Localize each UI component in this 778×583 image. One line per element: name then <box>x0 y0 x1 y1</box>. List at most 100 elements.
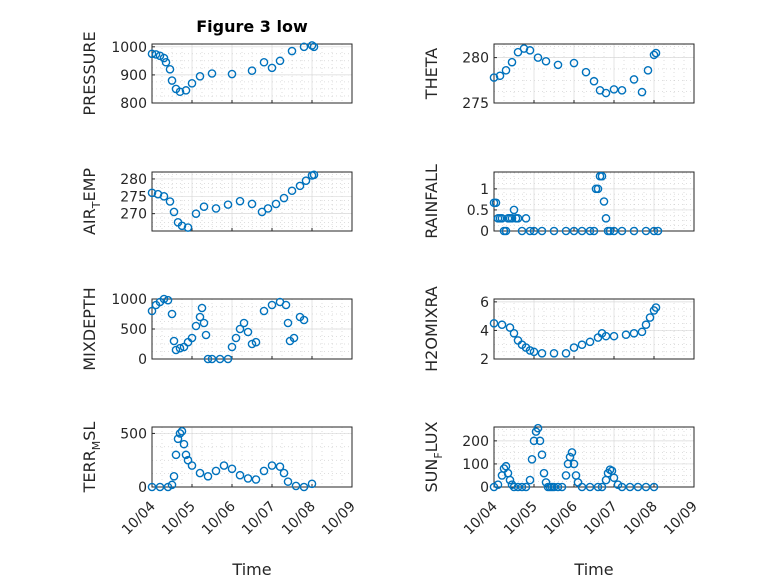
y-tick-label: 1000 <box>111 40 147 56</box>
data-point <box>651 303 661 312</box>
y-axis-label: TERRMSL <box>80 422 103 494</box>
x-tick-label: 10/05 <box>501 499 541 539</box>
data-point <box>513 482 523 492</box>
data-point <box>509 482 519 492</box>
data-point <box>223 354 233 364</box>
data-point <box>187 333 197 343</box>
y-axis-label: PRESSURE <box>80 31 99 115</box>
data-point <box>593 482 603 492</box>
data-point <box>175 429 185 438</box>
data-point <box>521 482 531 492</box>
y-axis-label: AIRTEMP <box>80 168 103 235</box>
data-point <box>609 226 619 236</box>
data-point <box>609 85 619 94</box>
data-point <box>175 343 185 353</box>
x-tick-label: 10/09 <box>661 499 701 539</box>
y-tick-label: 500 <box>120 322 147 338</box>
y-tick-label: 100 <box>462 457 489 473</box>
data-point <box>561 348 571 358</box>
data-point <box>597 171 607 181</box>
data-point <box>299 42 309 52</box>
data-point <box>561 226 571 236</box>
subplot-terr: 0 500 TERRMSL 10/04 10/05 10/06 10/07 10/08 10/0… <box>80 422 359 539</box>
data-point <box>187 461 197 470</box>
data-point <box>165 64 175 74</box>
data-point <box>577 226 587 236</box>
y-tick-label: 0.5 <box>467 203 489 219</box>
data-point <box>569 58 579 68</box>
y-tick-label: 0 <box>138 352 147 368</box>
data-point <box>641 226 651 236</box>
data-point <box>195 312 205 322</box>
data-point <box>163 295 173 305</box>
data-point <box>537 450 547 459</box>
data-point <box>251 475 261 484</box>
data-point <box>295 181 305 191</box>
data-point <box>629 328 639 338</box>
axes-frame <box>151 426 353 488</box>
data-point <box>211 466 221 476</box>
data-point <box>267 461 277 470</box>
x-tick-label: 10/08 <box>621 499 661 539</box>
data-point <box>491 198 501 208</box>
data-point <box>593 184 603 194</box>
data-point <box>275 462 285 471</box>
data-point <box>569 459 579 469</box>
data-point <box>507 214 517 223</box>
axes-frame <box>151 43 353 104</box>
data-point <box>529 347 539 357</box>
data-point <box>517 482 527 492</box>
data-point <box>505 323 515 332</box>
data-point <box>235 470 245 480</box>
data-point <box>577 482 587 492</box>
data-point <box>525 475 535 485</box>
y-axis-label: SUNFLUX <box>422 421 445 492</box>
data-point <box>581 67 591 77</box>
y-tick-label: 280 <box>120 172 147 188</box>
data-point <box>307 479 317 489</box>
data-point <box>309 170 319 180</box>
data-point <box>301 176 311 185</box>
y-axis-label: RAINFALL <box>422 164 441 239</box>
data-point <box>309 42 319 52</box>
y-tick-label: 0 <box>480 224 489 240</box>
y-axis-label: THETA <box>422 48 441 100</box>
x-tick-label: 10/06 <box>199 498 239 538</box>
data-point <box>513 214 523 223</box>
data-point <box>151 50 161 59</box>
data-point <box>529 436 539 446</box>
data-point <box>585 482 595 492</box>
data-point <box>643 66 653 75</box>
x-tick-label: 10/05 <box>159 499 199 539</box>
data-point <box>283 318 293 328</box>
data-point <box>493 480 503 489</box>
data-point <box>231 333 241 343</box>
data-point <box>159 191 169 201</box>
data-point <box>617 85 627 95</box>
data-point <box>207 354 217 364</box>
subplot-pressure: 800 900 1000 PRESSURE <box>80 31 353 116</box>
data-point <box>597 482 607 492</box>
data-point <box>525 226 535 236</box>
data-point <box>183 223 193 232</box>
y-tick-label: 1 <box>480 182 489 198</box>
data-point <box>235 196 245 206</box>
data-point <box>243 327 253 337</box>
data-point <box>517 226 527 236</box>
data-point <box>223 200 233 209</box>
data-point <box>501 66 511 75</box>
data-point <box>539 468 549 478</box>
data-point <box>165 197 175 206</box>
data-point <box>243 474 253 483</box>
data-point <box>519 44 529 53</box>
data-point <box>565 452 575 462</box>
data-point <box>267 300 277 310</box>
axes-frame <box>493 298 695 360</box>
data-point <box>147 188 157 198</box>
data-point <box>169 336 179 346</box>
data-point <box>169 207 179 217</box>
data-point <box>159 294 169 304</box>
data-point <box>649 50 659 60</box>
